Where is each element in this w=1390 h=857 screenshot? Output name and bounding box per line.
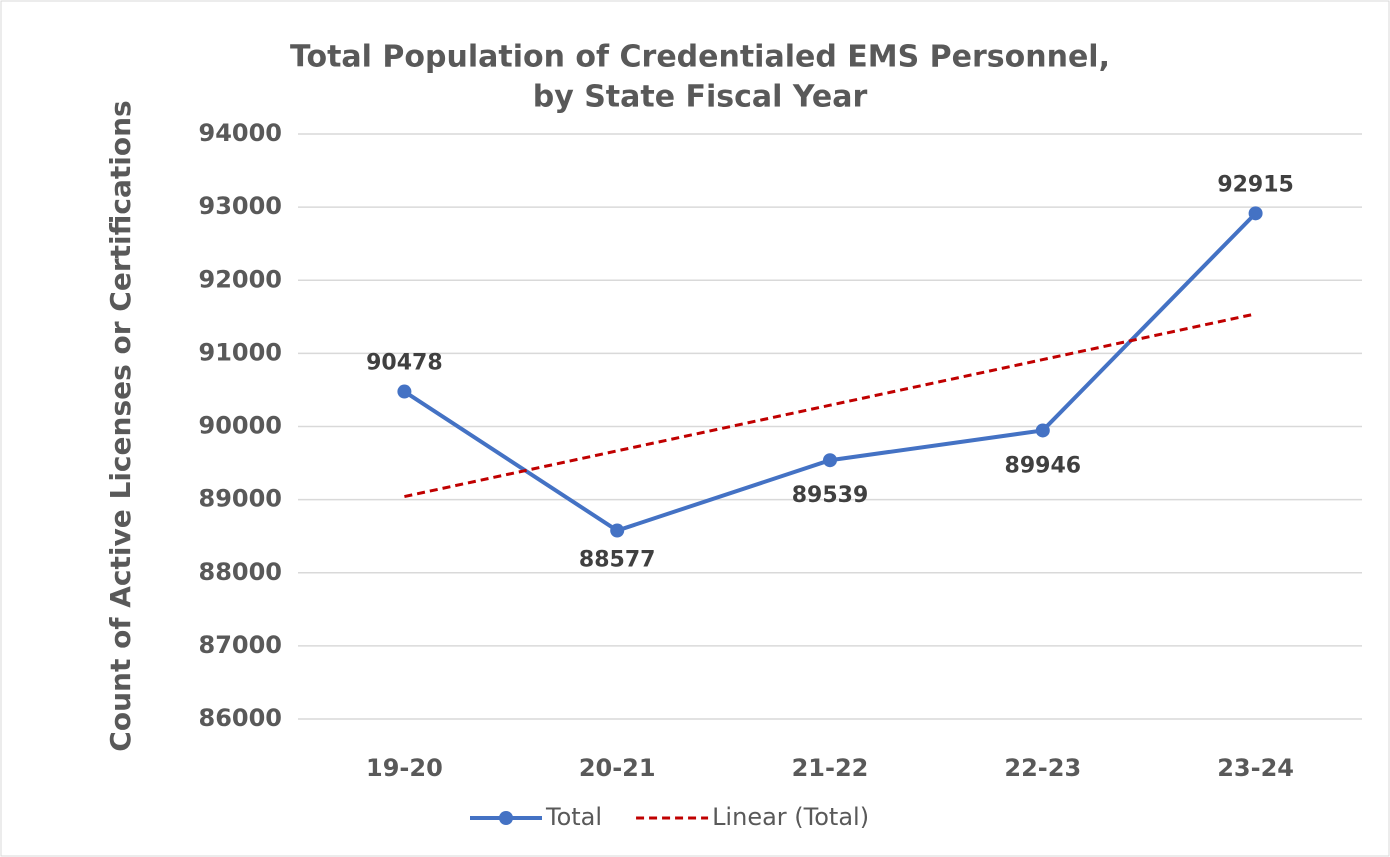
x-tick-label: 20-21 (579, 754, 656, 782)
x-tick-label: 23-24 (1217, 754, 1294, 782)
trendline (404, 312, 1256, 499)
x-tick-label: 22-23 (1004, 754, 1081, 782)
y-axis-label: Count of Active Licenses or Certificatio… (104, 100, 137, 751)
chart-title: by State Fiscal Year (533, 80, 868, 115)
y-tick-label: 91000 (199, 338, 283, 366)
x-tick-label: 21-22 (792, 754, 869, 782)
point (610, 523, 625, 538)
point (397, 384, 412, 399)
data-label: 89946 (1005, 453, 1082, 478)
legend-label: Total (545, 803, 602, 831)
chart-title: Total Population of Credentialed EMS Per… (290, 40, 1110, 75)
y-tick-label: 90000 (199, 412, 283, 440)
point (1035, 423, 1050, 438)
legend-marker (499, 811, 513, 825)
y-tick-label: 94000 (199, 119, 283, 147)
point (823, 453, 837, 468)
data-label: 88577 (579, 548, 656, 573)
y-tick-label: 88000 (199, 558, 283, 586)
data-label: 92915 (1217, 172, 1294, 197)
y-tick-label: 87000 (199, 631, 283, 659)
y-tick-label: 92000 (199, 265, 283, 293)
point (1248, 206, 1263, 221)
y-tick-label: 86000 (199, 704, 283, 732)
x-tick-label: 19-20 (366, 754, 443, 782)
legend-label: Linear (Total) (712, 803, 869, 831)
data-label: 90478 (366, 351, 443, 376)
y-tick-label: 89000 (199, 485, 283, 513)
y-tick-label: 93000 (199, 192, 283, 220)
data-label: 89539 (792, 483, 869, 508)
